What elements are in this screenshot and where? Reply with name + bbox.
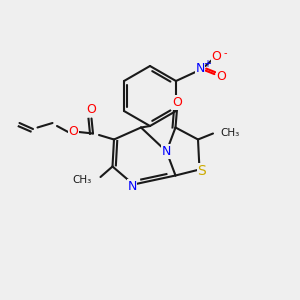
Text: N: N <box>195 62 205 76</box>
Text: -: - <box>224 48 227 59</box>
Text: N: N <box>127 179 137 193</box>
Text: S: S <box>197 164 206 178</box>
Text: CH₃: CH₃ <box>72 175 92 185</box>
Text: N: N <box>162 145 171 158</box>
Text: +: + <box>203 59 211 70</box>
Text: O: O <box>87 103 96 116</box>
Text: O: O <box>69 125 78 139</box>
Text: O: O <box>217 70 226 83</box>
Text: O: O <box>172 96 182 109</box>
Text: CH₃: CH₃ <box>220 128 240 139</box>
Text: O: O <box>212 50 221 64</box>
